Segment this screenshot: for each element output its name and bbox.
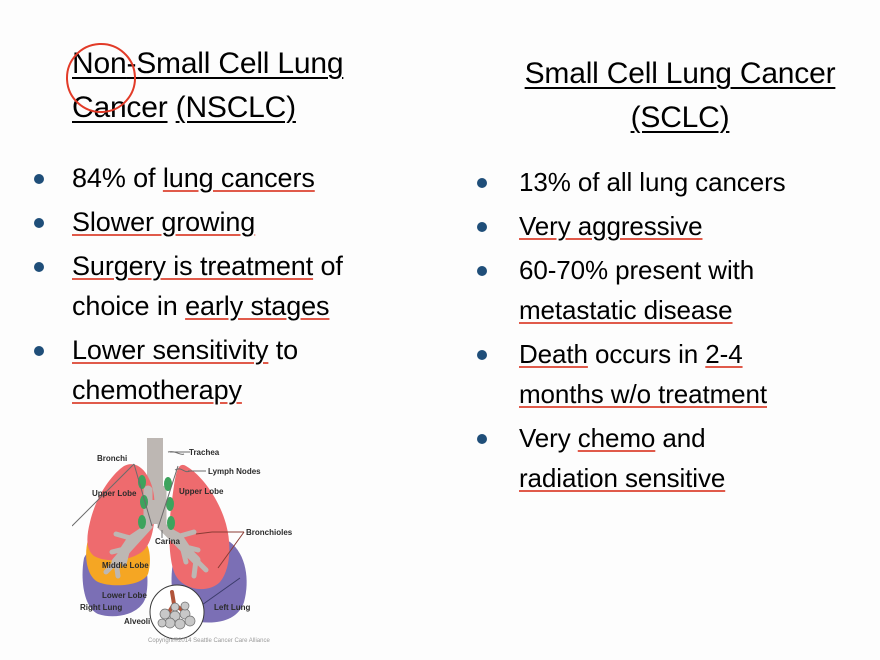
text-plain: occurs in — [587, 339, 706, 369]
left-bullet-2: Slower growing — [72, 207, 255, 237]
right-title-line-1: Small Cell Lung Cancer — [480, 52, 880, 96]
text-underlined: metastatic disease — [519, 295, 733, 325]
left-title-abbrev: (NSCLC) — [175, 91, 296, 124]
right-bullet-1: 13% of all lung cancers — [519, 167, 786, 197]
label-left-lung: Left Lung — [214, 603, 251, 612]
label-bronchioles: Bronchioles — [246, 528, 293, 537]
text-underlined: Very aggressive — [519, 211, 703, 241]
left-title-line-1: Non-Small Cell Lung — [72, 42, 344, 86]
right-bullet-2: Very aggressive — [519, 211, 703, 241]
text-underlined: early stages — [185, 291, 330, 321]
text-underlined: Slower growing — [72, 207, 256, 237]
list-item: Surgery is treatment of choice in early s… — [20, 246, 430, 326]
label-middle-lobe: Middle Lobe — [102, 561, 149, 570]
text-underlined: Lower sensitivity — [72, 335, 269, 365]
left-title-line-2: Cancer (NSCLC) — [72, 86, 343, 130]
diagram-copyright: Copyright©2014 Seattle Cancer Care Allia… — [148, 637, 270, 644]
right-bullet-3: 60-70% present with metastatic disease — [519, 255, 754, 325]
list-item: Very chemo and radiation sensitive — [462, 418, 877, 498]
left-bullet-1: 84% of lung cancers — [72, 163, 315, 193]
right-bullet-4: Death occurs in 2-4 months w/o treatment — [519, 339, 767, 409]
list-item: Death occurs in 2-4 months w/o treatment — [462, 334, 877, 414]
text-underlined: Death — [519, 339, 588, 369]
right-title-abbrev: (SCLC) — [630, 101, 730, 134]
label-bronchi: Bronchi — [97, 454, 127, 463]
bullet-dot-icon — [477, 178, 487, 188]
left-bullet-4: Lower sensitivity to chemotherapy — [72, 335, 298, 405]
right-bullet-list: 13% of all lung cancers Very aggressive … — [462, 162, 877, 502]
label-lymph-nodes: Lymph Nodes — [208, 467, 261, 476]
text-underlined: months w/o treatment — [519, 379, 767, 409]
left-title-rest-1: -Small Cell Lung — [126, 47, 344, 80]
label-upper-lobe-right: Upper Lobe — [92, 489, 137, 498]
bullet-dot-icon — [477, 266, 487, 276]
bullet-dot-icon — [34, 346, 44, 356]
text-underlined: Surgery is treatment — [72, 251, 314, 281]
list-item: 84% of lung cancers — [20, 158, 430, 198]
text-tail: to — [268, 335, 299, 365]
left-title-non: Non — [72, 47, 127, 80]
list-item: 60-70% present with metastatic disease — [462, 250, 877, 330]
list-item: 13% of all lung cancers — [462, 162, 877, 202]
text-underlined: chemotherapy — [72, 375, 242, 405]
list-item: Very aggressive — [462, 206, 877, 246]
left-column-title: Non-Small Cell Lung Cancer (NSCLC) — [72, 42, 344, 130]
text-plain: 13% of all lung cancers — [519, 167, 786, 197]
text-underlined: chemo — [577, 423, 656, 453]
left-title-cancer: Cancer — [72, 91, 168, 124]
label-right-lung: Right Lung — [80, 603, 122, 612]
bullet-dot-icon — [34, 218, 44, 228]
label-upper-lobe-left: Upper Lobe — [179, 487, 224, 496]
bullet-dot-icon — [477, 350, 487, 360]
right-title-line-2: (SCLC) — [480, 96, 880, 140]
text-tail: of — [313, 251, 343, 281]
left-bullet-list: 84% of lung cancers Slower growing Surge… — [20, 158, 430, 414]
left-bullet-3: Surgery is treatment of choice in early s… — [72, 251, 343, 321]
text-plain: choice in — [72, 291, 186, 321]
bullet-dot-icon — [34, 262, 44, 272]
text-underlined: radiation sensitive — [519, 463, 726, 493]
label-carina: Carina — [155, 537, 180, 546]
label-lower-lobe: Lower Lobe — [102, 591, 147, 600]
right-title-main: Small Cell Lung Cancer — [524, 57, 836, 90]
text-plain: 84% of — [72, 163, 163, 193]
bullet-dot-icon — [34, 174, 44, 184]
text-plain: 60-70% present with — [519, 255, 755, 285]
text-underlined: lung cancers — [162, 163, 315, 193]
text-underlined-2: 2-4 — [705, 339, 743, 369]
left-column: Non-Small Cell Lung Cancer (NSCLC) 84% o… — [20, 41, 430, 656]
right-column: Small Cell Lung Cancer (SCLC) 13% of all… — [440, 0, 880, 660]
label-trachea: Trachea — [189, 448, 220, 457]
bullet-dot-icon — [477, 222, 487, 232]
right-column-title: Small Cell Lung Cancer (SCLC) — [480, 52, 880, 140]
lung-anatomy-diagram: Trachea Bronchi Lymph Nodes Upper Lobe U… — [72, 430, 312, 656]
text-plain: Very — [519, 423, 578, 453]
list-item: Slower growing — [20, 202, 430, 242]
text-tail: and — [655, 423, 706, 453]
bullet-dot-icon — [477, 434, 487, 444]
right-bullet-5: Very chemo and radiation sensitive — [519, 423, 725, 493]
label-alveoli: Alveoli — [124, 617, 150, 626]
list-item: Lower sensitivity to chemotherapy — [20, 330, 430, 410]
